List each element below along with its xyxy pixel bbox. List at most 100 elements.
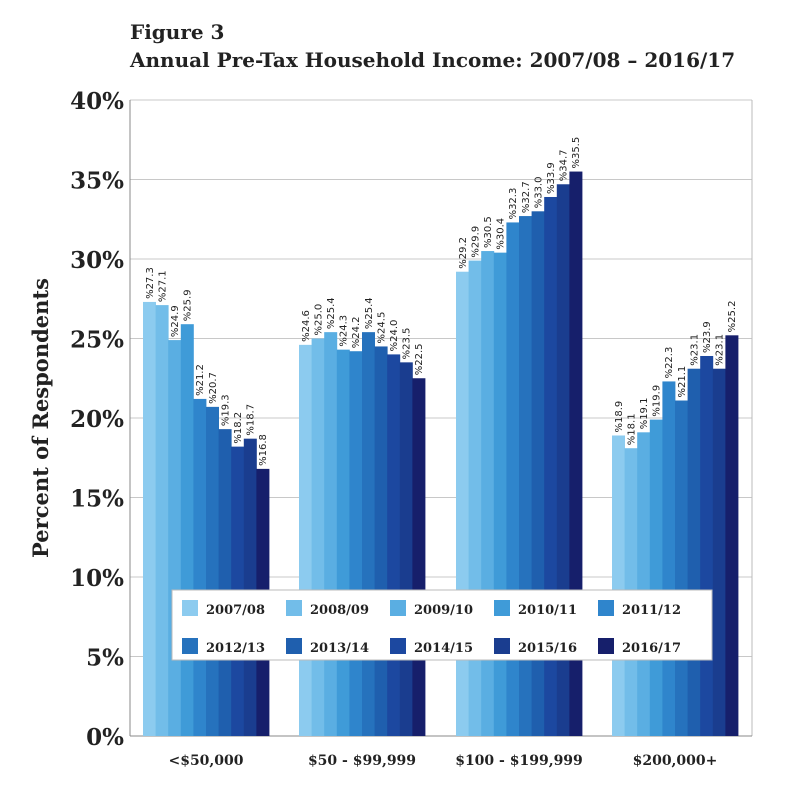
bar	[206, 406, 219, 736]
data-label: %32.3	[508, 188, 519, 220]
legend-label: 2015/16	[518, 641, 577, 656]
bar	[612, 435, 625, 736]
y-tick-label: 20%	[70, 406, 124, 433]
legend-swatch	[390, 600, 406, 616]
bar	[243, 438, 257, 736]
data-label: %24.9	[170, 305, 181, 337]
data-label: %24.2	[351, 316, 362, 348]
data-label: %20.7	[208, 372, 219, 404]
data-label: %18.1	[626, 413, 637, 445]
bar	[143, 301, 156, 736]
bar	[725, 335, 739, 736]
data-label: %19.3	[220, 394, 231, 426]
legend-swatch	[598, 638, 614, 654]
legend-swatch	[390, 638, 406, 654]
y-tick-label: 40%	[70, 88, 124, 115]
legend-swatch	[286, 600, 302, 616]
bar	[700, 355, 714, 736]
legend-label: 2016/17	[622, 641, 681, 656]
x-tick-label: <$50,000	[168, 753, 243, 769]
legend-label: 2007/08	[206, 603, 265, 618]
bar	[387, 354, 401, 736]
data-label: %21.2	[195, 364, 206, 396]
bar	[662, 381, 676, 736]
bar	[180, 324, 194, 736]
bar	[412, 378, 426, 736]
bar	[493, 252, 507, 736]
data-label: %25.0	[313, 304, 324, 336]
bar	[374, 346, 388, 736]
bar	[193, 398, 207, 736]
legend-swatch	[182, 600, 198, 616]
bar	[311, 338, 325, 736]
chart-subtitle: Annual Pre-Tax Household Income: 2007/08…	[130, 48, 736, 72]
legend-swatch	[182, 638, 198, 654]
data-label: %25.2	[727, 301, 738, 333]
legend-swatch	[494, 600, 510, 616]
y-tick-label: 30%	[70, 247, 124, 274]
bar	[155, 305, 169, 736]
y-tick-label: 15%	[70, 486, 124, 513]
y-tick-label: 10%	[70, 565, 124, 592]
bar	[649, 419, 663, 736]
bar	[399, 362, 413, 736]
bar	[481, 251, 495, 737]
data-label: %30.5	[483, 216, 494, 248]
legend-label: 2014/15	[414, 641, 473, 656]
data-label: %32.7	[521, 181, 532, 213]
data-label: %27.1	[157, 270, 168, 302]
legend-label: 2008/09	[310, 603, 369, 618]
data-label: %24.5	[376, 312, 387, 344]
bar	[168, 340, 182, 736]
data-label: %25.4	[364, 297, 375, 329]
data-label: %19.1	[639, 398, 650, 430]
legend-label: 2010/11	[518, 603, 577, 618]
data-label: %23.9	[702, 321, 713, 353]
legend-swatch	[598, 600, 614, 616]
data-label: %18.2	[233, 412, 244, 444]
data-label: %24.0	[389, 320, 400, 352]
data-label: %18.7	[246, 404, 257, 436]
bar	[637, 432, 651, 736]
data-label: %25.9	[183, 289, 194, 321]
chart-title: Figure 3	[130, 20, 225, 44]
legend-label: 2013/14	[310, 641, 369, 656]
data-label: %24.6	[301, 310, 312, 342]
bar	[675, 400, 688, 736]
data-label: %22.3	[664, 347, 675, 379]
x-tick-label: $100 - $199,999	[455, 753, 583, 769]
data-label: %27.3	[145, 267, 156, 299]
legend-label: 2012/13	[206, 641, 265, 656]
data-label: %23.5	[402, 328, 413, 360]
data-label: %30.4	[496, 218, 507, 250]
bar	[218, 429, 232, 736]
legend-box	[171, 589, 713, 661]
data-label: %16.8	[258, 434, 269, 466]
legend-label: 2009/10	[414, 603, 473, 618]
data-label: %29.2	[458, 237, 469, 269]
bar	[712, 368, 726, 736]
bar	[468, 260, 482, 736]
y-tick-label: 25%	[70, 327, 124, 354]
x-tick-label: $50 - $99,999	[308, 753, 416, 769]
data-label: %34.7	[559, 149, 570, 181]
bar	[336, 349, 350, 736]
bar	[349, 351, 363, 736]
y-tick-label: 0%	[86, 724, 124, 751]
data-label: %22.5	[414, 343, 425, 375]
bar	[324, 332, 338, 736]
legend-swatch	[286, 638, 302, 654]
data-label: %29.9	[470, 226, 481, 258]
data-label: %33.0	[533, 177, 544, 209]
data-label: %33.9	[546, 162, 557, 194]
data-label: %18.9	[614, 401, 625, 433]
data-label: %23.1	[715, 334, 726, 366]
data-label: %35.5	[571, 137, 582, 169]
bar	[299, 344, 312, 736]
legend-label: 2011/12	[622, 603, 681, 618]
data-label: %21.1	[677, 366, 688, 398]
y-tick-label: 35%	[70, 168, 124, 195]
legend-swatch	[494, 638, 510, 654]
